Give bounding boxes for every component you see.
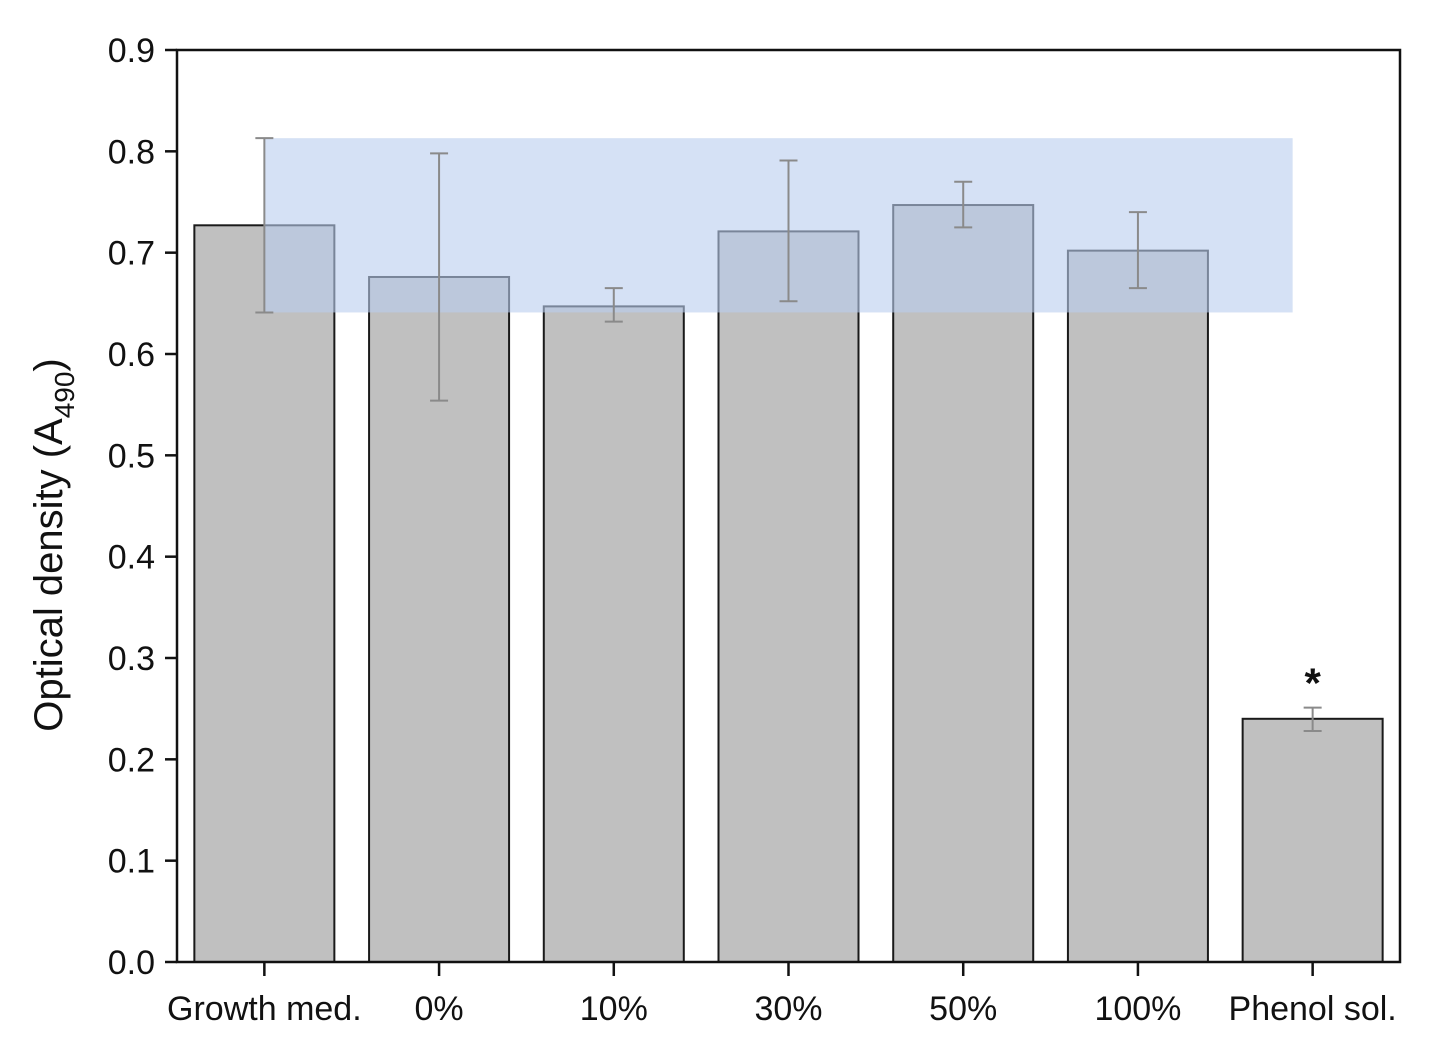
bars-layer — [193, 138, 1384, 964]
y-tick-label-5: 0.5 — [108, 437, 155, 475]
axes-layer — [165, 48, 1402, 976]
bar-5 — [1066, 249, 1209, 963]
bar-2 — [542, 305, 685, 963]
bar-3 — [717, 230, 860, 964]
y-tick-label-0: 0.0 — [108, 944, 155, 982]
y-tick-label-9: 0.9 — [108, 32, 155, 70]
x-tick-label-2: 10% — [580, 990, 648, 1028]
y-axis-title: Optical density (A490) — [27, 358, 80, 732]
x-tick-label-1: 0% — [415, 990, 464, 1028]
labels-layer: 0.0 0.1 0.2 0.3 0.4 0.5 0.6 0.7 0.8 0.9 Growth med… — [108, 32, 1397, 1028]
y-tick-label-2: 0.2 — [108, 741, 155, 779]
y-tick-label-8: 0.8 — [108, 133, 155, 171]
x-tick-label-6: Phenol sol. — [1229, 990, 1397, 1028]
error-bars-layer — [255, 137, 1322, 732]
bar-4 — [892, 204, 1035, 964]
y-tick-label-3: 0.3 — [108, 640, 155, 678]
reference-band — [264, 138, 1293, 313]
x-tick-label-3: 30% — [754, 990, 822, 1028]
x-tick-label-0: Growth med. — [167, 990, 362, 1028]
y-tick-label-1: 0.1 — [108, 843, 155, 881]
x-tick-label-4: 50% — [929, 990, 997, 1028]
significance-marker-0: * — [1304, 660, 1321, 707]
bar-6 — [1241, 717, 1384, 963]
y-tick-label-7: 0.7 — [108, 235, 155, 273]
bar-0 — [193, 224, 336, 964]
y-tick-label-6: 0.6 — [108, 336, 155, 374]
y-tick-label-4: 0.4 — [108, 539, 155, 577]
x-tick-label-5: 100% — [1094, 990, 1181, 1028]
